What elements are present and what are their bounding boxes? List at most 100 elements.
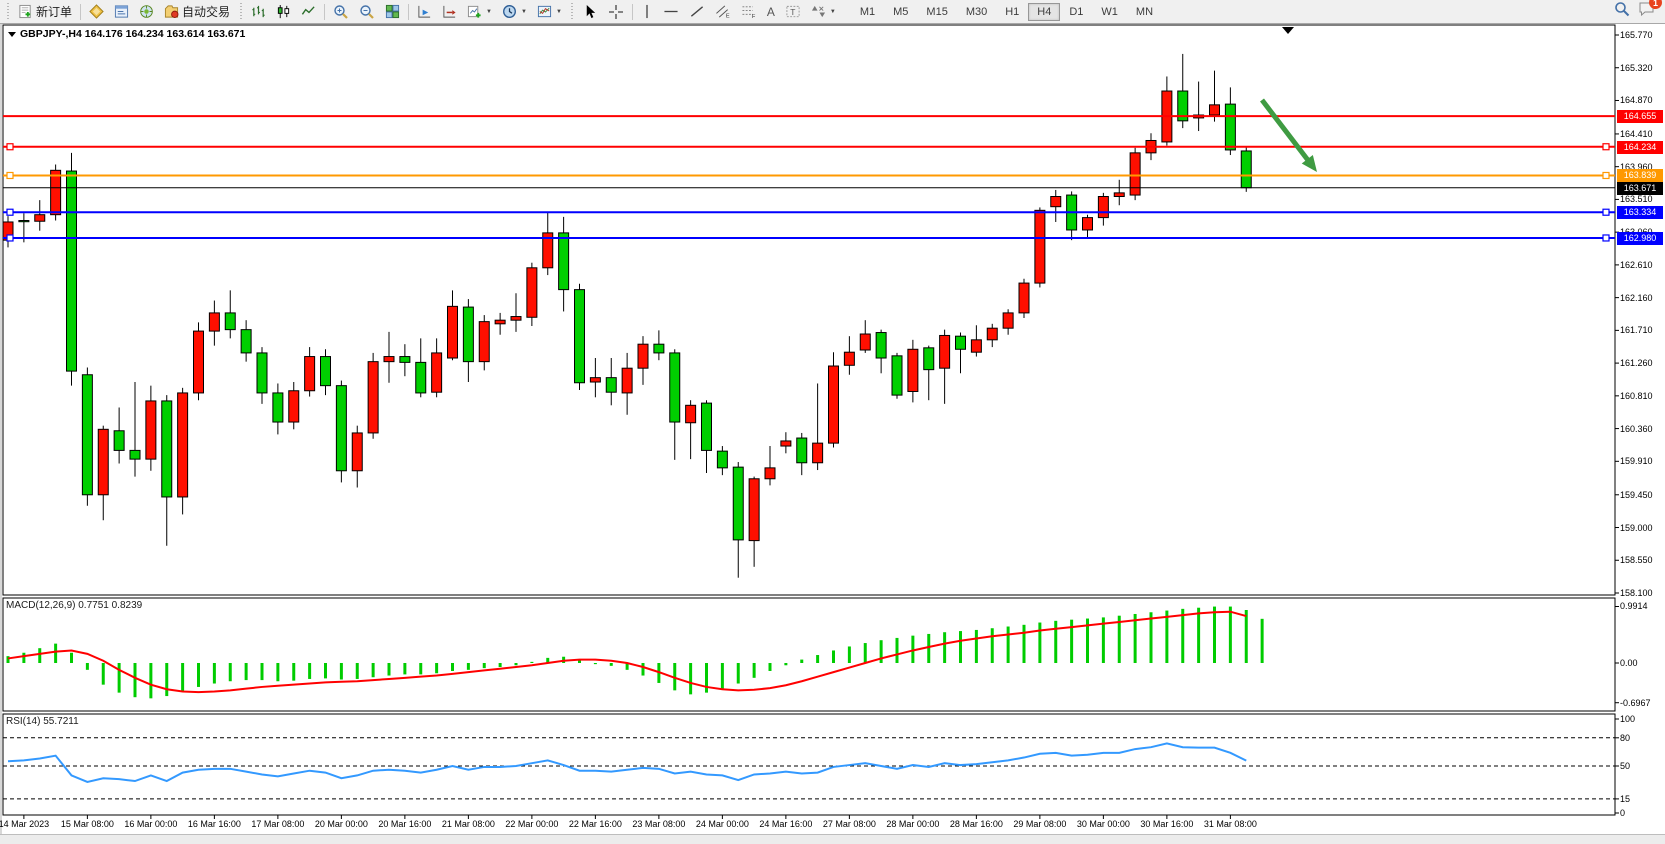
tab-timeframe-H1[interactable]: H1 bbox=[1005, 5, 1020, 18]
tab-timeframe-MN[interactable]: MN bbox=[1135, 5, 1154, 18]
period-button[interactable]: ▼ bbox=[497, 1, 532, 23]
zoom-in-button[interactable] bbox=[328, 1, 354, 23]
candle-body bbox=[256, 352, 268, 394]
candlestick-button[interactable] bbox=[271, 1, 296, 23]
auto-scroll-button[interactable] bbox=[412, 1, 437, 23]
chart-canvas[interactable] bbox=[0, 24, 1665, 843]
price-badge-164.234: 164.234 bbox=[1617, 140, 1663, 154]
toolbar-grip[interactable] bbox=[238, 2, 244, 21]
fibonacci-tool-button[interactable]: F bbox=[736, 1, 762, 23]
price-tick-label: 158.550 bbox=[1620, 555, 1653, 566]
tab-timeframe-M15[interactable]: M15 bbox=[926, 5, 948, 18]
candle-body bbox=[494, 319, 506, 325]
tab-timeframe-W1[interactable]: W1 bbox=[1101, 5, 1118, 18]
candle-body bbox=[1050, 196, 1062, 208]
tab-timeframe-M30[interactable]: M30 bbox=[965, 5, 988, 18]
navigator-icon bbox=[114, 4, 129, 19]
macd-signal-line bbox=[7, 610, 1247, 694]
tab-timeframe-M5[interactable]: M5 bbox=[893, 5, 909, 18]
tab-timeframe-M1[interactable]: M1 bbox=[859, 5, 876, 18]
price-tick-label: 163.510 bbox=[1620, 194, 1653, 205]
toolbar-grip[interactable] bbox=[569, 2, 575, 21]
data-window-button[interactable] bbox=[134, 1, 159, 23]
candle-body bbox=[399, 356, 411, 363]
window-bottom-edge bbox=[0, 834, 1665, 844]
chat-button[interactable]: 1 bbox=[1638, 0, 1662, 22]
date-label: 16 Mar 16:00 bbox=[187, 819, 241, 829]
text-tool-button[interactable]: A bbox=[762, 1, 780, 23]
hline-anchor bbox=[1602, 208, 1610, 216]
rsi-line bbox=[7, 742, 1247, 784]
vertical-line-icon bbox=[641, 4, 653, 19]
tile-windows-button[interactable] bbox=[380, 1, 405, 23]
auto-trading-button[interactable]: 自动交易 bbox=[159, 1, 235, 23]
horizontal-line-tool-button[interactable] bbox=[658, 1, 684, 23]
window-left-edge bbox=[0, 24, 2, 843]
date-label: 27 Mar 08:00 bbox=[822, 819, 876, 829]
candle-body bbox=[875, 332, 887, 359]
tab-timeframe-D1[interactable]: D1 bbox=[1069, 5, 1084, 18]
candle-body bbox=[462, 306, 474, 363]
date-label: 15 Mar 08:00 bbox=[60, 819, 114, 829]
hline-anchor bbox=[6, 234, 14, 242]
crosshair-icon bbox=[608, 4, 624, 20]
navigator-button[interactable] bbox=[109, 1, 134, 23]
one-click-trading-icon[interactable] bbox=[8, 32, 16, 37]
panel-splitter-macd[interactable] bbox=[0, 593, 1616, 598]
bar-chart-button[interactable] bbox=[246, 1, 271, 23]
channel-tool-button[interactable]: E bbox=[710, 1, 736, 23]
line-chart-button[interactable] bbox=[296, 1, 321, 23]
candle-body bbox=[177, 392, 189, 498]
zoom-out-button[interactable] bbox=[354, 1, 380, 23]
candle-body bbox=[764, 467, 776, 480]
candle-body bbox=[1129, 152, 1141, 196]
template-button[interactable]: ▼ bbox=[532, 1, 567, 23]
candle-body bbox=[1097, 196, 1109, 219]
candle-body bbox=[859, 333, 871, 351]
candle-body bbox=[1209, 104, 1220, 116]
tile-windows-icon bbox=[385, 4, 400, 19]
auto-trading-label: 自动交易 bbox=[182, 5, 231, 19]
arrows-tool-button[interactable]: ▼ bbox=[806, 1, 841, 23]
price-badge-163.334: 163.334 bbox=[1617, 206, 1663, 220]
candle-body bbox=[240, 329, 252, 354]
market-watch-button[interactable] bbox=[84, 1, 109, 23]
candle-body bbox=[415, 361, 427, 394]
tab-timeframe-H4[interactable]: H4 bbox=[1028, 2, 1061, 21]
candle-body bbox=[923, 347, 935, 371]
price-tick-label: 159.450 bbox=[1620, 489, 1653, 500]
search-icon[interactable] bbox=[1614, 1, 1630, 22]
chart-shift-button[interactable] bbox=[437, 1, 462, 23]
candle-body bbox=[224, 312, 236, 331]
candlestick-icon bbox=[276, 4, 291, 19]
date-label: 24 Mar 00:00 bbox=[695, 819, 749, 829]
rsi-axis-label: 15 bbox=[1620, 793, 1631, 804]
vertical-line-tool-button[interactable] bbox=[636, 1, 658, 23]
crosshair-tool-button[interactable] bbox=[603, 1, 629, 23]
hline-anchor bbox=[6, 208, 14, 216]
price-tick-label: 162.160 bbox=[1620, 292, 1653, 303]
cursor-tool-button[interactable] bbox=[578, 1, 603, 23]
new-order-button[interactable]: 新订单 bbox=[13, 1, 77, 23]
candle-body bbox=[907, 348, 919, 392]
text-icon: A bbox=[766, 4, 775, 19]
hline-anchor bbox=[1602, 234, 1610, 242]
text-label-tool-button[interactable]: T bbox=[780, 1, 806, 23]
new-order-icon bbox=[18, 4, 33, 19]
cursor-icon bbox=[583, 4, 598, 19]
hline-anchor bbox=[6, 171, 14, 180]
price-badge-164.655: 164.655 bbox=[1617, 110, 1663, 124]
panel-splitter-rsi[interactable] bbox=[0, 710, 1616, 715]
candle-body bbox=[304, 356, 316, 392]
zoom-out-icon bbox=[359, 4, 375, 20]
date-label: 29 Mar 08:00 bbox=[1013, 819, 1067, 829]
new-chart-button[interactable]: ▼ bbox=[462, 1, 497, 23]
candle-body bbox=[193, 330, 204, 394]
candle-body bbox=[510, 316, 522, 321]
toolbar-grip[interactable] bbox=[5, 2, 10, 21]
chevron-down-icon: ▼ bbox=[520, 8, 527, 15]
trendline-tool-button[interactable] bbox=[684, 1, 710, 23]
candle-body bbox=[288, 390, 300, 423]
candle-body bbox=[1224, 103, 1236, 151]
text-label-icon: T bbox=[785, 4, 801, 19]
